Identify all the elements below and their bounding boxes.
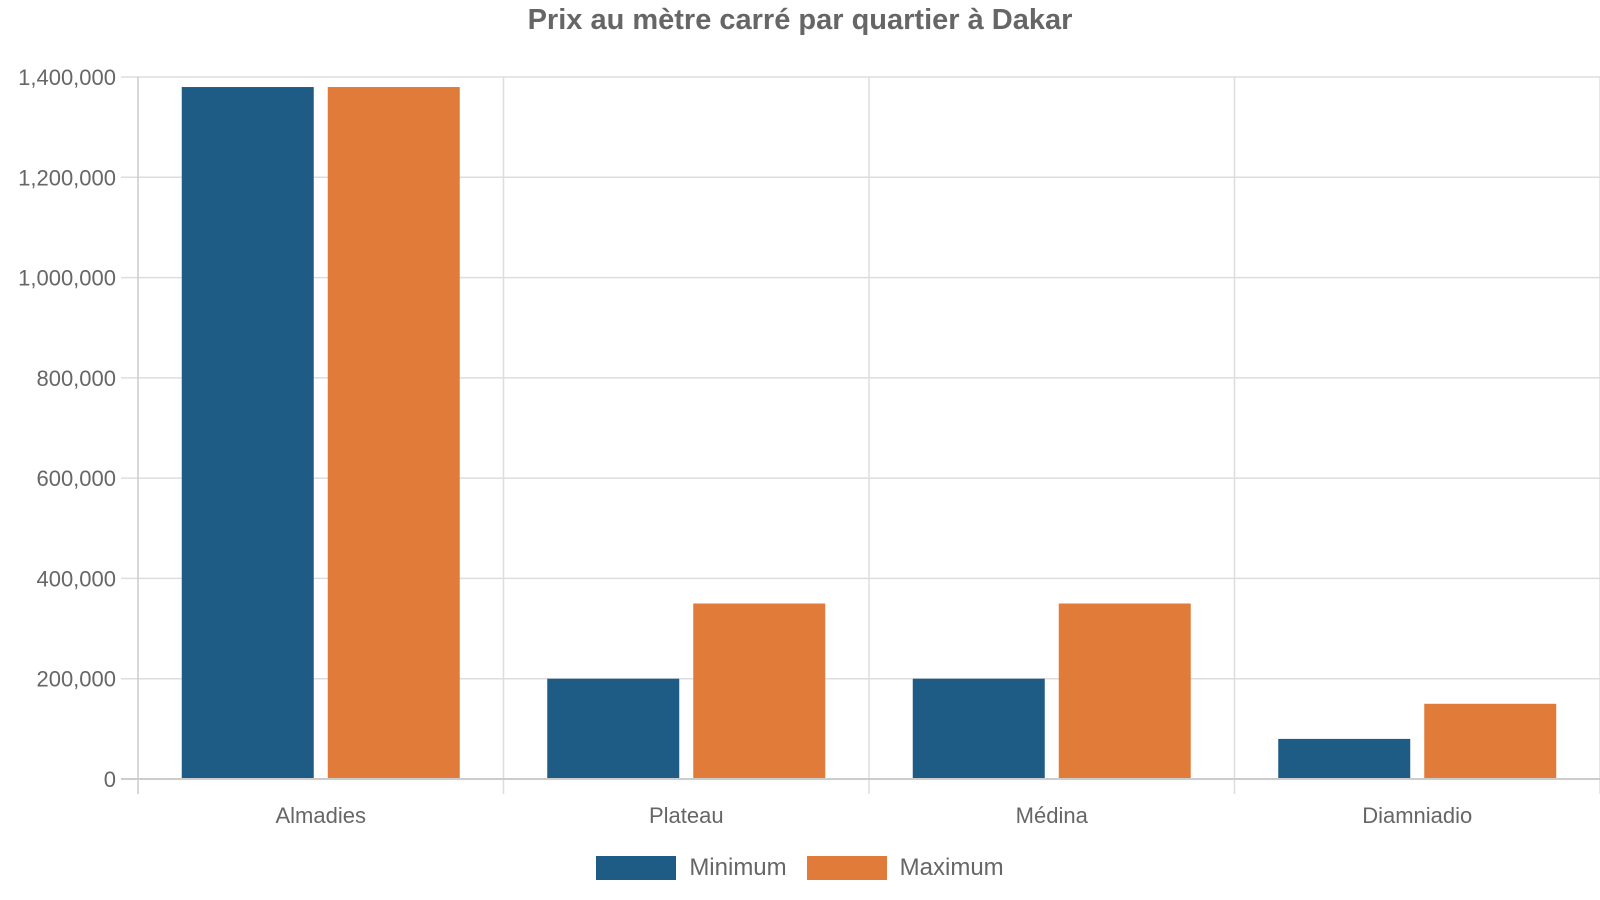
chart-title: Prix au mètre carré par quartier à Dakar xyxy=(527,4,1073,36)
legend-swatch-maximum xyxy=(806,856,887,880)
x-axis-labels: Almadies Plateau Médina Diamniadio xyxy=(276,803,1473,828)
y-tick-label: 1,000,000 xyxy=(18,266,116,291)
bar-maximum-1[interactable] xyxy=(693,603,826,780)
legend-item-maximum[interactable]: Maximum xyxy=(806,854,1004,881)
y-tick-label: 200,000 xyxy=(36,667,116,692)
y-tick-label: 1,200,000 xyxy=(18,165,116,190)
y-tick-label: 800,000 xyxy=(36,366,116,391)
x-tick-label: Médina xyxy=(1016,803,1089,828)
bar-minimum-1[interactable] xyxy=(547,678,680,779)
legend-item-minimum[interactable]: Minimum xyxy=(596,854,787,881)
legend-swatch-minimum xyxy=(596,856,677,880)
bar-maximum-0[interactable] xyxy=(327,87,460,780)
y-axis-labels: 0 200,000 400,000 600,000 800,000 1,000,000 1,… xyxy=(18,65,116,792)
y-tick-label: 600,000 xyxy=(36,466,116,491)
bar-minimum-0[interactable] xyxy=(181,87,314,780)
y-tick-label: 1,400,000 xyxy=(18,65,116,90)
x-tick-label: Plateau xyxy=(649,803,724,828)
legend: Minimum Maximum xyxy=(0,856,1600,880)
x-tick-label: Diamniadio xyxy=(1362,803,1472,828)
x-tick-label: Almadies xyxy=(276,803,366,828)
y-tick-label: 400,000 xyxy=(36,566,116,591)
bar-maximum-2[interactable] xyxy=(1058,603,1191,780)
legend-label-minimum: Minimum xyxy=(689,854,787,881)
bar-minimum-3[interactable] xyxy=(1278,738,1411,779)
bar-series xyxy=(181,87,1557,780)
bar-maximum-3[interactable] xyxy=(1424,703,1557,779)
y-tick-label: 0 xyxy=(104,767,116,792)
bar-minimum-2[interactable] xyxy=(912,678,1045,779)
legend-label-maximum: Maximum xyxy=(899,854,1004,881)
